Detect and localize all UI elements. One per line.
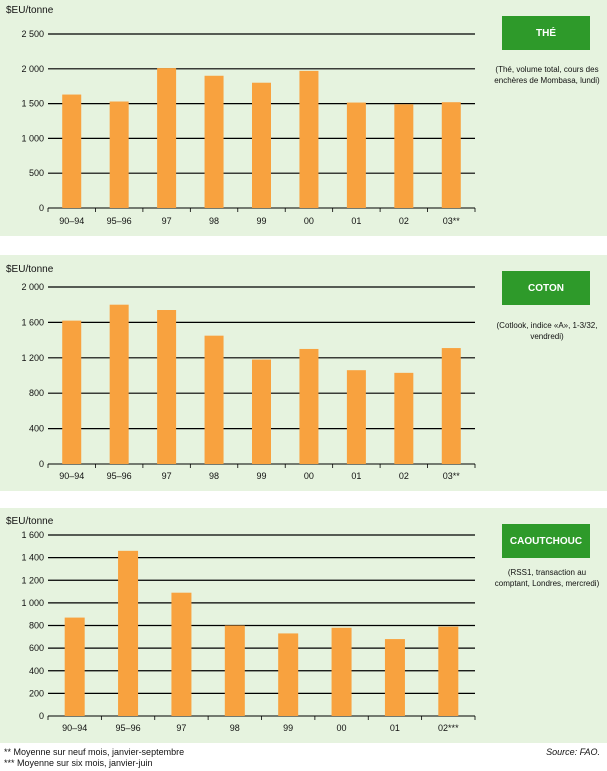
x-tick-label: 90–94 [59,471,84,481]
y-tick-label: 600 [29,643,44,653]
bar [171,592,192,716]
x-tick-label: 03** [443,216,461,226]
y-tick-label: 400 [29,424,44,434]
x-tick-label: 01 [351,471,361,481]
tea-title-badge: THÉ [502,16,590,50]
y-tick-label: 1 400 [21,553,44,563]
bar [331,627,352,716]
y-tick-label: 1 000 [21,598,44,608]
tea-chart: 0 500 1 000 1 500 2 000 2 500 90–94 95–96 97 98 99… [21,29,476,226]
x-tick-label: 90–94 [59,216,84,226]
bar [299,70,319,208]
bar [204,335,224,464]
bar [157,68,177,208]
x-tick-label: 02 [399,471,409,481]
rubber-title-badge: CAOUTCHOUC [502,524,590,558]
x-tick-label: 97 [162,471,172,481]
source-note: Source: FAO. [546,747,600,757]
x-tick-label: 98 [230,723,240,733]
x-tick-label: 97 [162,216,172,226]
x-tick-label: 02 [399,216,409,226]
x-tick-label: 90–94 [62,723,87,733]
x-tick-label: 99 [256,471,266,481]
bar [252,82,271,208]
y-tick-label: 0 [39,711,44,721]
x-tick-label: 95–96 [116,723,141,733]
y-tick-label: 0 [39,203,44,213]
bar [299,348,319,464]
x-tick-label: 99 [256,216,266,226]
bar [394,104,414,208]
y-tick-label: 1 600 [21,530,44,540]
y-axis-label: $EU/tonne [6,264,54,275]
x-tick-label: 95–96 [107,216,132,226]
y-tick-label: 1 000 [21,133,44,143]
y-axis-label: $EU/tonne [6,516,54,527]
panel-cotton: $EU/tonne 0 400 800 1 200 1 600 2 000 90–94 95–… [0,255,607,491]
y-tick-label: 400 [29,666,44,676]
bar [62,320,82,464]
x-tick-label: 99 [283,723,293,733]
x-tick-label: 01 [390,723,400,733]
rubber-note: (RSS1, transaction au comptant, Londres,… [494,568,600,588]
cotton-title-badge: COTON [502,271,590,305]
bar [384,639,405,716]
y-tick-label: 2 000 [21,282,44,292]
bar [204,75,224,208]
footnote-nine-months: ** Moyenne sur neuf mois, janvier-septem… [4,747,185,757]
y-tick-label: 0 [39,459,44,469]
rubber-chart: 0 200 400 600 800 1 000 1 200 1 400 1 600 90–94 95… [21,530,476,733]
bar [346,370,366,464]
bar [109,304,129,464]
y-tick-label: 1 200 [21,353,44,363]
bar [109,101,129,208]
bar [278,633,299,716]
bar [64,617,85,716]
x-tick-label: 00 [304,216,314,226]
bar [224,625,245,716]
y-tick-label: 200 [29,688,44,698]
bar [346,102,366,208]
x-tick-label: 95–96 [107,471,132,481]
x-tick-label: 97 [176,723,186,733]
bar [157,310,177,464]
y-axis-label: $EU/tonne [6,5,54,16]
y-tick-label: 1 200 [21,575,44,585]
bar [441,348,461,464]
x-tick-label: 02*** [438,723,459,733]
y-tick-label: 2 000 [21,64,44,74]
bar [62,94,82,208]
tea-note: (Thé, volume total, cours des enchères d… [494,65,600,85]
bar [438,626,459,716]
bar [441,102,461,208]
x-tick-label: 00 [337,723,347,733]
panel-tea: $EU/tonne 0 500 1 000 1 500 2 000 2 500 90–94 9… [0,0,607,236]
panel-rubber: $EU/tonne 0 200 400 600 800 1 000 1 200 1 400 1 … [0,508,607,743]
cotton-note: (Cotlook, indice «A», 1-3/32, vendredi) [496,321,598,341]
x-tick-label: 98 [209,471,219,481]
y-tick-label: 1 600 [21,317,44,327]
y-tick-label: 800 [29,621,44,631]
x-tick-label: 98 [209,216,219,226]
y-tick-label: 2 500 [21,29,44,39]
cotton-chart: 0 400 800 1 200 1 600 2 000 90–94 95–96 97 98 99 00… [21,282,476,481]
bar [394,372,414,464]
y-tick-label: 800 [29,388,44,398]
x-tick-label: 03** [443,471,461,481]
y-tick-label: 500 [29,168,44,178]
footnote-six-months: *** Moyenne sur six mois, janvier-juin [4,758,153,768]
x-tick-label: 00 [304,471,314,481]
bar [118,550,139,716]
x-tick-label: 01 [351,216,361,226]
y-tick-label: 1 500 [21,99,44,109]
bar [252,359,271,464]
